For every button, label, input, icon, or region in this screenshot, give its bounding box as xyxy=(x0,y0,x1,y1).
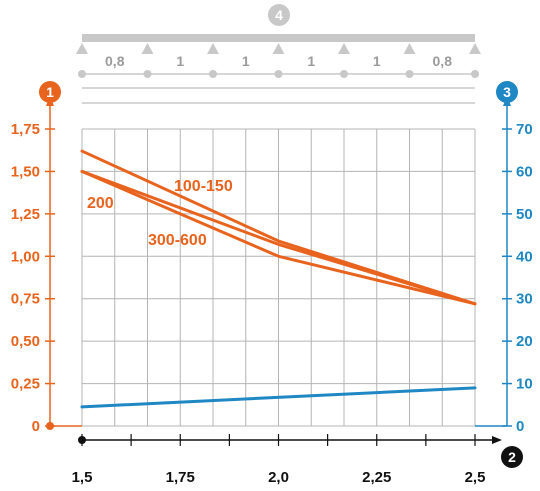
chart-axes: 0 0,25 0,50 0,75 1,00 1,25 1,50 1,75 0 10 20 30 40 5… xyxy=(11,96,533,486)
beam-span-label: 1 xyxy=(242,53,250,69)
beam-span-label: 1 xyxy=(373,53,381,69)
chart-series xyxy=(80,149,477,409)
right-axis-tick-label: 40 xyxy=(516,248,533,265)
left-axis-tick-label: 0,75 xyxy=(11,291,40,308)
badge-right-axis: 3 xyxy=(496,81,518,103)
x-axis-tick-label: 2,5 xyxy=(465,469,486,486)
series-line-deflection-3 xyxy=(80,386,477,409)
series-label-200: 200 xyxy=(87,195,114,212)
beam-support xyxy=(141,43,154,54)
right-axis-tick-label: 50 xyxy=(516,206,533,223)
left-axis-tick-label: 0,25 xyxy=(11,376,40,393)
left-axis-tick-label: 1,75 xyxy=(11,121,40,138)
axis-badges: 1 3 2 4 xyxy=(39,4,523,468)
badge-left-axis-text: 1 xyxy=(46,84,54,100)
x-axis-tick-label: 2,0 xyxy=(268,469,289,486)
beam-diagram: 0,8 1 1 1 1 0,8 xyxy=(76,34,481,104)
beam-span-labels: 0,8 1 1 1 1 0,8 xyxy=(105,53,452,69)
badge-left-axis: 1 xyxy=(39,81,61,103)
beam-supports xyxy=(76,43,481,78)
badge-x-axis-text: 2 xyxy=(508,449,516,465)
right-axis-tick-label: 0 xyxy=(516,418,524,435)
x-axis-tick-label: 1,5 xyxy=(72,469,93,486)
x-axis-tick-label: 2,25 xyxy=(362,469,391,486)
x-axis-tick-label: 1,75 xyxy=(166,469,195,486)
chart-grid xyxy=(81,128,476,427)
beam-span-label: 1 xyxy=(176,53,184,69)
series-labels: 100-150 200 300-600 xyxy=(87,178,233,249)
x-axis-ticks: 1,5 1,75 2,0 2,25 2,5 xyxy=(72,434,486,486)
right-axis-tick-label: 70 xyxy=(516,121,533,138)
beam-support xyxy=(338,43,350,54)
left-axis-ticks: 0 0,25 0,50 0,75 1,00 1,25 1,50 1,75 xyxy=(11,121,55,435)
right-axis-tick-label: 60 xyxy=(516,163,533,180)
left-axis-tick-label: 1,25 xyxy=(11,206,40,223)
beam-span-label: 1 xyxy=(307,53,315,69)
right-axis-tick-label: 20 xyxy=(516,333,533,350)
series-line-300-600 xyxy=(80,169,477,306)
badge-beam: 4 xyxy=(268,4,290,26)
right-axis-tick-label: 30 xyxy=(516,291,533,308)
beam-span-label: 0,8 xyxy=(433,53,453,69)
left-axis-tick-label: 0 xyxy=(32,418,40,435)
badge-right-axis-text: 3 xyxy=(503,84,511,100)
left-axis-tick-label: 0,50 xyxy=(11,333,40,350)
right-axis-tick-label: 10 xyxy=(516,376,533,393)
badge-beam-text: 4 xyxy=(275,7,283,23)
beam-support xyxy=(272,43,285,54)
beam-bar xyxy=(82,34,475,42)
beam-support xyxy=(207,43,219,54)
x-axis-arrow xyxy=(492,436,502,444)
left-axis-tick-label: 1,50 xyxy=(11,163,40,180)
right-axis-ticks: 0 10 20 30 40 50 60 70 xyxy=(502,121,533,435)
beam-span-label: 0,8 xyxy=(105,53,125,69)
series-line-200 xyxy=(80,169,477,306)
series-label-300-600: 300-600 xyxy=(148,232,207,249)
left-axis-tick-label: 1,00 xyxy=(11,248,40,265)
beam-support xyxy=(403,43,416,54)
beam-support xyxy=(469,43,481,54)
badge-x-axis: 2 xyxy=(501,446,523,468)
series-label-100-150: 100-150 xyxy=(174,178,233,195)
beam-support xyxy=(76,43,88,54)
